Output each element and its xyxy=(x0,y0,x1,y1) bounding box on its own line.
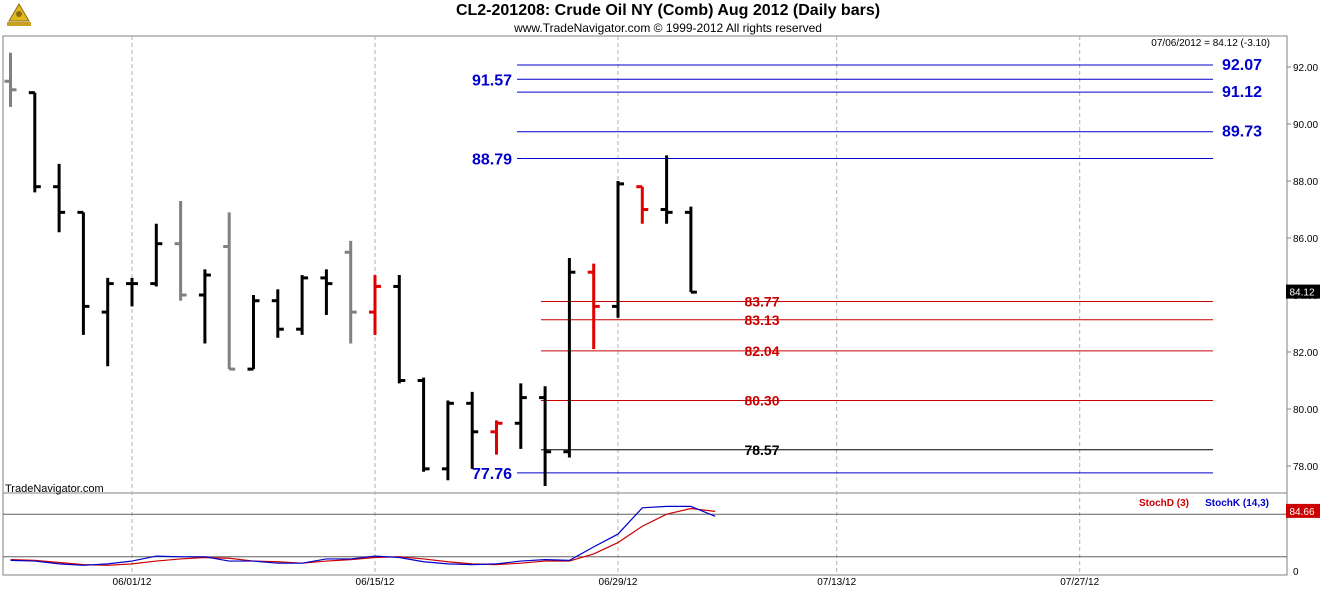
level-label: 91.12 xyxy=(1222,84,1262,101)
ohlc-bar xyxy=(441,400,454,481)
ohlc-bar xyxy=(271,289,284,338)
y-tick-label: 86.00 xyxy=(1293,234,1318,245)
x-tick-label: 06/29/12 xyxy=(599,577,638,588)
y-tick-label: 78.00 xyxy=(1293,462,1318,473)
ohlc-bar xyxy=(514,383,527,449)
x-tick-label: 07/13/12 xyxy=(817,577,856,588)
ohlc-bar xyxy=(198,269,211,344)
plot-frame xyxy=(2,35,1288,576)
ohlc-bar xyxy=(223,212,236,371)
stoch-last-tag xyxy=(1286,503,1320,518)
last-price-readout: 07/06/2012 = 84.12 (-3.10) xyxy=(1151,38,1270,49)
level-label: 77.76 xyxy=(472,466,512,483)
ohlc-bars xyxy=(4,52,697,486)
y-tick-label: 90.00 xyxy=(1293,120,1318,131)
ohlc-bar xyxy=(369,275,381,335)
ohlc-bar xyxy=(587,263,600,350)
ohlc-bar xyxy=(28,91,41,193)
ohlc-bar xyxy=(660,155,673,224)
chart-subtitle: www.TradeNavigator.com © 1999-2012 All r… xyxy=(514,21,822,35)
stoch-legend-d: StochD (3) xyxy=(1139,498,1189,509)
ohlc-bar xyxy=(53,163,66,233)
y-tick-label: 92.00 xyxy=(1293,63,1318,74)
x-grid: 06/01/12 06/15/12 06/29/12 07/13/12 07/27/12 xyxy=(113,36,1100,588)
last-price-tag xyxy=(1286,284,1320,299)
watermark-text: TradeNavigator.com xyxy=(5,483,104,495)
level-label: 88.79 xyxy=(472,151,512,168)
ohlc-bar xyxy=(466,391,479,469)
level-label: 80.30 xyxy=(744,392,779,408)
ohlc-bar xyxy=(636,185,649,224)
y-tick-label: 88.00 xyxy=(1293,177,1318,188)
ohlc-bar xyxy=(77,210,90,335)
ohlc-bar xyxy=(320,269,333,315)
ohlc-bar xyxy=(101,277,114,367)
x-tick-label: 06/01/12 xyxy=(113,577,152,588)
y-tick-label: 82.00 xyxy=(1293,348,1318,359)
ohlc-bar xyxy=(247,295,260,371)
stochastic-panel: 0 StochD (3) StochK (14,3) xyxy=(3,498,1299,578)
ohlc-bar xyxy=(150,223,163,287)
x-tick-label: 06/15/12 xyxy=(356,577,395,588)
trade-navigator-logo-icon xyxy=(7,3,31,26)
ohlc-bar xyxy=(539,386,552,486)
ohlc-bar xyxy=(4,52,17,107)
ohlc-bar xyxy=(563,257,576,458)
ohlc-bar xyxy=(417,377,430,472)
level-label: 78.57 xyxy=(744,442,779,458)
level-label: 83.13 xyxy=(744,312,779,328)
ohlc-bar xyxy=(296,275,309,335)
x-tick-label: 07/27/12 xyxy=(1060,577,1099,588)
ohlc-bar xyxy=(490,420,503,455)
ohlc-bar xyxy=(126,277,138,307)
ohlc-bar xyxy=(344,240,357,344)
level-label: 91.57 xyxy=(472,72,512,89)
stoch-last-tag-label: 84.66 xyxy=(1289,507,1314,518)
y-tick-label: 80.00 xyxy=(1293,405,1318,416)
level-label: 83.77 xyxy=(744,294,779,310)
last-price-tag-label: 84.12 xyxy=(1289,288,1314,299)
ohlc-bar xyxy=(393,275,406,384)
ohlc-bar xyxy=(174,200,187,301)
ohlc-bar xyxy=(612,181,624,318)
level-label: 82.04 xyxy=(744,343,779,359)
level-label: 89.73 xyxy=(1222,124,1262,141)
chart-title: CL2-201208: Crude Oil NY (Comb) Aug 2012… xyxy=(455,2,881,19)
ohlc-bar xyxy=(684,206,697,294)
stoch-series-line xyxy=(10,505,716,566)
level-label: 92.07 xyxy=(1222,57,1262,74)
price-levels: 92.07 91.57 91.12 89.73 88.79 83.77 83.13 82.04… xyxy=(472,57,1262,483)
stoch-y-tick-label: 0 xyxy=(1293,567,1299,578)
stoch-series-line xyxy=(10,507,716,566)
stoch-legend-k: StochK (14,3) xyxy=(1205,498,1269,509)
